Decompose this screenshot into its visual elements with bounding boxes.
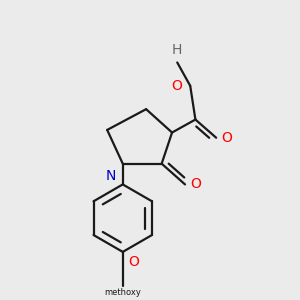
Text: O: O: [190, 177, 201, 191]
Text: methoxy: methoxy: [104, 288, 141, 297]
Text: H: H: [172, 43, 182, 57]
Text: O: O: [172, 79, 182, 93]
Text: O: O: [128, 255, 139, 269]
Text: O: O: [221, 131, 232, 145]
Text: N: N: [106, 169, 116, 183]
